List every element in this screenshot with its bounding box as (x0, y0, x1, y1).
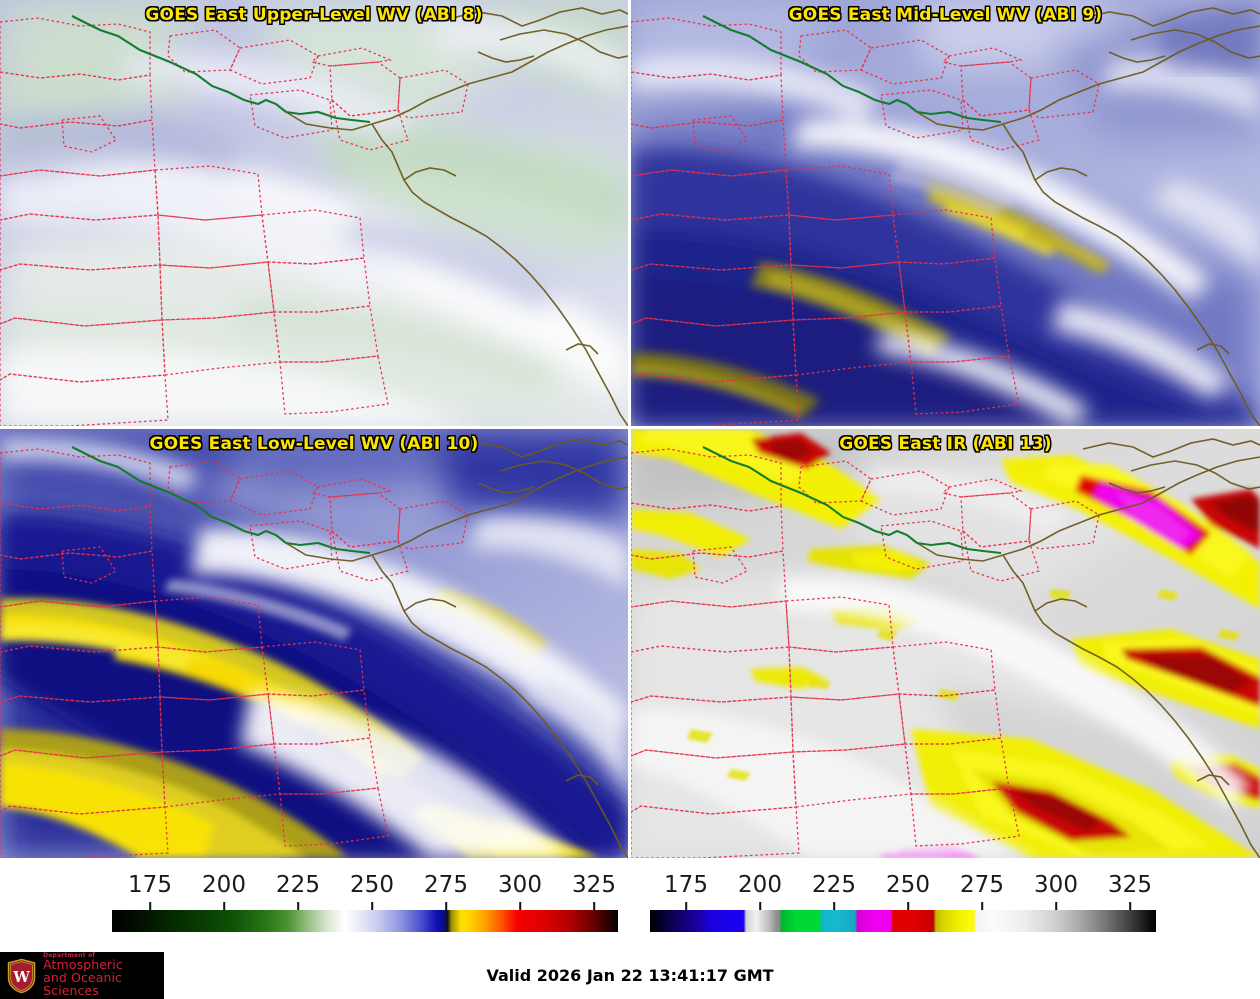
cb-ir-label-250: 250 (886, 872, 930, 898)
cb-wv-label-200: 200 (202, 872, 246, 898)
panel-ir[interactable]: GOES East IR (ABI 13) (631, 429, 1260, 858)
cb-wv-label-250: 250 (350, 872, 394, 898)
svg-text:W: W (12, 969, 30, 986)
colorbar-ir-ticks (630, 902, 1260, 910)
logo-department-line: Department of (43, 952, 96, 960)
map-overlay-abi9 (631, 7, 1260, 426)
satellite-image-abi10 (0, 429, 628, 858)
cb-wv-label-300: 300 (498, 872, 542, 898)
map-overlay-abi13 (631, 438, 1260, 858)
logo-line-2: and Oceanic Sciences (43, 970, 123, 998)
footer: Valid 2026 Jan 22 13:41:17 GMT W Departm… (0, 952, 1260, 999)
cb-wv-label-225: 225 (276, 872, 320, 898)
uw-crest-icon: W (7, 958, 36, 993)
colorbar-ir-labels: 175 200 225 250 275 300 325 (630, 872, 1260, 902)
colorbar-wv-ticks (0, 902, 630, 910)
cb-wv-label-175: 175 (128, 872, 172, 898)
panel-low-level-wv[interactable]: GOES East Low-Level WV (ABI 10) (0, 429, 628, 858)
cb-ir-label-200: 200 (738, 872, 782, 898)
satellite-image-abi13 (631, 429, 1260, 858)
panel-mid-level-wv[interactable]: GOES East Mid-Level WV (ABI 9) (631, 0, 1260, 426)
cb-ir-label-275: 275 (960, 872, 1004, 898)
cb-ir-label-300: 300 (1034, 872, 1078, 898)
cb-ir-label-325: 325 (1108, 872, 1152, 898)
colorbar-ir: 175 200 225 250 275 300 325 (630, 872, 1260, 936)
cb-wv-label-325: 325 (572, 872, 616, 898)
uw-aos-logo[interactable]: W Department of Atmospheric and Oceanic … (0, 952, 164, 999)
logo-text-block: Department of Atmospheric and Oceanic Sc… (43, 953, 164, 997)
cb-ir-label-175: 175 (664, 872, 708, 898)
cb-wv-label-275: 275 (424, 872, 468, 898)
panel-grid: GOES East Upper-Level WV (ABI 8) (0, 0, 1260, 858)
valid-time-label: Valid 2026 Jan 22 13:41:17 GMT (486, 966, 774, 985)
satellite-image-abi9 (631, 0, 1260, 426)
panel-upper-level-wv[interactable]: GOES East Upper-Level WV (ABI 8) (0, 0, 628, 426)
logo-line-1: Atmospheric (43, 957, 123, 973)
map-overlay-abi8 (0, 7, 628, 426)
map-overlay-abi10 (0, 438, 628, 858)
colorbar-ir-gradient (650, 910, 1156, 932)
colorbar-wv-gradient (112, 910, 618, 932)
cb-ir-label-225: 225 (812, 872, 856, 898)
colorbar-wv: 175 200 225 250 275 300 325 (0, 872, 630, 936)
colorbar-wv-labels: 175 200 225 250 275 300 325 (0, 872, 630, 902)
satellite-image-abi8 (0, 0, 628, 426)
